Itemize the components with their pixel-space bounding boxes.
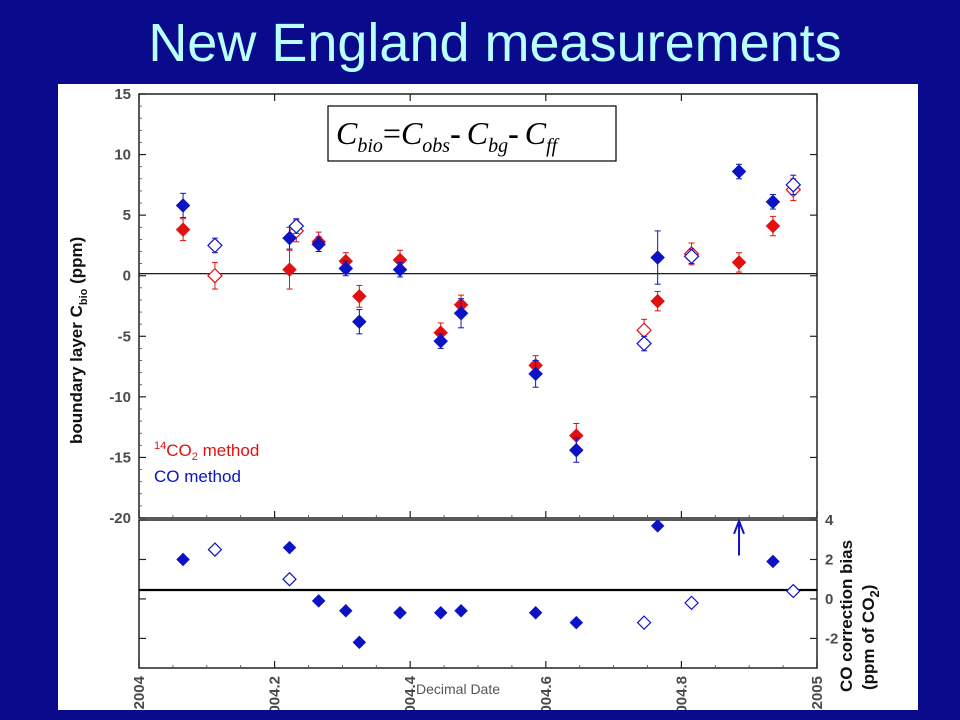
upper-y-tick-label: 5 — [123, 207, 131, 224]
lower-data-marks — [176, 519, 801, 650]
x-tick-label: 2004.8 — [673, 676, 690, 710]
co-bias-point — [569, 615, 584, 630]
plot-panel: 15 10 5 0 -5 -10 -15 -20 4 2 0 -2 2004 2004.2 2004.4… — [58, 84, 918, 710]
co-bias-point — [650, 519, 665, 533]
co-bias-point — [352, 635, 367, 650]
upper-y-tick-label: -5 — [118, 328, 131, 345]
co-bias-point — [393, 605, 407, 620]
lower-y-axis-title-line2: (ppm of CO2) — [859, 585, 882, 690]
co-bias-point — [311, 594, 326, 608]
co-method-point — [282, 230, 297, 246]
co-method-point — [731, 164, 747, 179]
co-method-point — [785, 177, 802, 193]
x-tick-label: 2004.4 — [402, 675, 419, 710]
c14-method-point — [731, 255, 747, 270]
lower-plot-frame — [138, 519, 818, 669]
lower-y-axis-title-line1: CO correction bias — [837, 540, 856, 692]
upper-data-marks — [175, 163, 802, 463]
co-method-point — [351, 314, 367, 330]
x-tick-label: 2004.6 — [538, 676, 555, 710]
upper-y-tick-label: 0 — [123, 268, 131, 285]
c14-method-point — [175, 222, 191, 238]
c14-method-point — [351, 288, 367, 304]
upper-y-axis-title: boundary layer Cbio (ppm) — [67, 237, 90, 444]
lower-y-tick-label: 2 — [825, 551, 833, 568]
chart-figure: 15 10 5 0 -5 -10 -15 -20 4 2 0 -2 2004 2004.2 2004.4… — [67, 86, 882, 710]
upper-y-tick-label: 10 — [114, 147, 131, 164]
upper-y-tick-label: -15 — [109, 449, 131, 466]
legend-co-method: CO method — [154, 467, 241, 486]
lower-y-tick-label: -2 — [825, 630, 838, 647]
co-bias-point — [766, 554, 780, 569]
equation-text: Cbio=Cobs- Cbg- Cff — [336, 115, 560, 157]
co-method-point — [433, 333, 449, 349]
equation-box — [327, 105, 617, 162]
co-bias-point — [636, 615, 652, 630]
co-bias-point — [433, 605, 448, 620]
lower-y-tick-label: 0 — [825, 591, 833, 608]
upper-y-tick-label: -20 — [109, 510, 131, 527]
co-method-point — [175, 198, 191, 213]
arrow-head — [733, 518, 745, 535]
co-method-point — [453, 305, 469, 321]
x-tick-label: 2005 — [809, 676, 826, 709]
slide-title: New England measurements — [148, 13, 842, 73]
co-method-point — [636, 335, 652, 352]
c14-method-point — [636, 322, 652, 339]
co-method-point — [650, 250, 666, 265]
co-bias-point — [785, 583, 801, 599]
co-method-point — [528, 366, 543, 382]
co-bias-point — [207, 542, 223, 557]
upper-y-ticks: 15 10 5 0 -5 -10 -15 -20 — [109, 86, 817, 527]
co-bias-point — [684, 595, 699, 611]
co-method-point — [288, 218, 305, 234]
legend-14co2-method: 14CO2 method — [154, 440, 259, 463]
co-method-point — [683, 248, 700, 265]
c14-method-point — [650, 293, 666, 309]
upper-y-tick-label: 15 — [114, 86, 131, 103]
co-bias-point — [454, 603, 468, 618]
c14-method-point — [282, 262, 297, 278]
x-tick-label: 2004 — [131, 675, 148, 709]
co-bias-point — [282, 540, 297, 555]
lower-y-ticks: 4 2 0 -2 — [139, 512, 838, 647]
co-bias-point — [176, 552, 190, 567]
co-method-point — [207, 237, 223, 254]
co-method-point — [568, 442, 584, 458]
co-bias-point — [338, 603, 353, 618]
co-method-point — [765, 194, 781, 210]
co-bias-point — [528, 605, 543, 620]
x-ticks: 2004 2004.2 2004.4 2004.6 2004.8 2005 — [131, 94, 826, 710]
c14-method-point — [207, 267, 223, 284]
offscale-arrow-annotation — [733, 518, 745, 556]
upper-y-tick-label: -10 — [109, 389, 131, 406]
co-method-point — [311, 236, 327, 252]
co-bias-point — [282, 571, 297, 587]
x-axis-title: Decimal Date — [416, 681, 500, 697]
x-tick-label: 2004.2 — [267, 676, 284, 710]
co-method-point — [338, 261, 354, 276]
lower-y-tick-label: 4 — [825, 512, 834, 529]
c14-method-point — [765, 218, 781, 234]
co-method-point — [392, 262, 408, 278]
